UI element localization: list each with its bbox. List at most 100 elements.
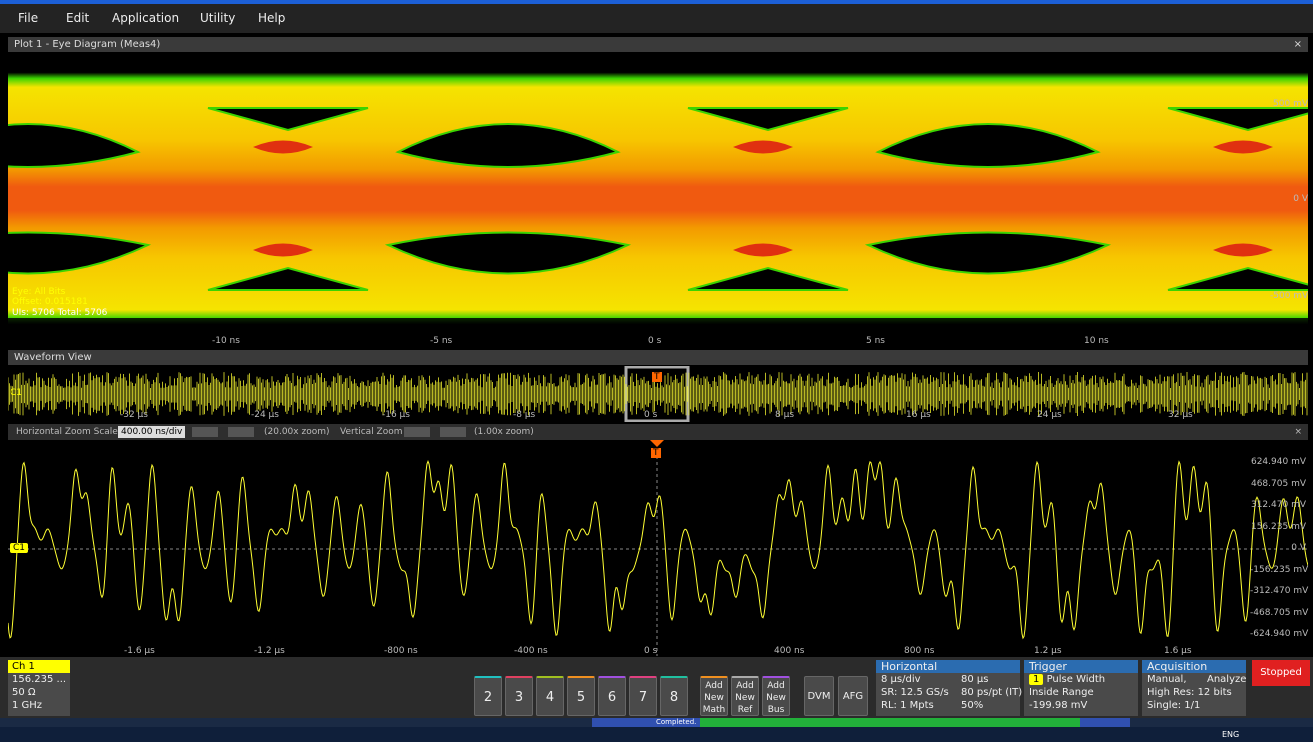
menu-item[interactable]: Application [112, 11, 180, 25]
zoom-x-label: 0 s [644, 646, 658, 656]
zoom-channel: C1 [10, 543, 29, 553]
vzoom-minus[interactable] [440, 427, 466, 437]
eye-y-label: -500 mV [1270, 291, 1309, 301]
menu-item[interactable]: Edit [66, 11, 90, 25]
v-zoom-factor: (1.00x zoom) [474, 427, 534, 437]
channel-button[interactable]: 8 [660, 676, 688, 716]
eye-x-label: 5 ns [866, 336, 885, 346]
trigger-title: Trigger [1024, 660, 1138, 673]
overview-x-label: 32 µs [1168, 410, 1193, 420]
info-row: High Res: 12 bits [1142, 686, 1246, 699]
add-button-text: Bus [767, 705, 785, 715]
zoom-minus[interactable] [228, 427, 254, 437]
channel-button[interactable]: 7 [629, 676, 657, 716]
trace [8, 460, 1308, 640]
progress-seg [1080, 718, 1130, 727]
eye-x-label: 10 ns [1084, 336, 1109, 346]
eye-offset: Offset: 0.015181 [12, 297, 88, 307]
channel-button[interactable]: 5 [567, 676, 595, 716]
v-zoom-label: Vertical Zoom [340, 427, 403, 437]
h-zoom-value[interactable]: 400.00 ns/div [118, 426, 186, 438]
ch1-badge[interactable]: Ch 1 156.235 ... 50 Ω 1 GHz [8, 660, 70, 716]
trigger-box[interactable]: Trigger 1 Pulse Width Inside Range -199.… [1024, 660, 1138, 716]
eye-uis: UIs: 5706 Total: 5706 [12, 308, 108, 318]
tool-button[interactable]: DVM [804, 676, 834, 716]
zoom-x-label: 1.6 µs [1164, 646, 1192, 656]
overview [8, 366, 1308, 422]
channel-button[interactable]: 3 [505, 676, 533, 716]
menu-item[interactable]: Utility [200, 11, 236, 25]
menu-bar: File Edit Application Utility Help [0, 4, 1313, 33]
channel-button[interactable]: 4 [536, 676, 564, 716]
zoom-y-label: -468.705 mV [1250, 607, 1309, 618]
overview-x-label: 8 µs [775, 410, 795, 420]
vzoom-plus[interactable] [404, 427, 430, 437]
overview-x-label: 16 µs [906, 410, 931, 420]
taskbar [0, 727, 1313, 742]
add-button[interactable]: Add New Bus [762, 676, 790, 716]
overview-trigger: T [652, 372, 662, 382]
taskbar-lang: ENG [1222, 730, 1240, 739]
channel-button[interactable]: 6 [598, 676, 626, 716]
waveform-title: Waveform View [14, 352, 92, 363]
zoom-x-label: 400 ns [774, 646, 805, 656]
add-button-text: Add [767, 681, 785, 691]
ch1-line: 1 GHz [12, 700, 43, 711]
menu-item[interactable]: Help [258, 11, 286, 25]
ch1-line: 50 Ω [12, 687, 36, 698]
progress-seg [700, 718, 1080, 727]
add-button-text: New [766, 693, 786, 703]
zoom-plus[interactable] [192, 427, 218, 437]
ch1-title: Ch 1 [8, 660, 70, 673]
eye-x-label: -5 ns [430, 336, 453, 346]
channel-button[interactable]: 2 [474, 676, 502, 716]
zoom-bar: Horizontal Zoom Scale 400.00 ns/div (20.… [8, 424, 1308, 440]
eye-diagram [8, 52, 1308, 345]
trigger-line: -199.98 mV [1029, 700, 1088, 711]
info-row: Manual, Analyze [1142, 673, 1246, 686]
overview-x-label: -16 µs [382, 410, 410, 420]
horizontal-box[interactable]: Horizontal 8 µs/div 80 µs SR: 12.5 GS/s 80 p… [876, 660, 1023, 716]
eye-y-label: 500 mV [1273, 99, 1308, 109]
zoom-y-label: 624.940 mV [1250, 457, 1306, 467]
info-text: 80 µs [961, 674, 989, 685]
add-button[interactable]: Add New Ref [731, 676, 759, 716]
zoom-x-label: -1.2 µs [254, 646, 285, 656]
zoom-trigger: T [651, 448, 661, 458]
acquisition-box[interactable]: Acquisition Manual, Analyze High Res: 12 bi… [1142, 660, 1246, 716]
info-text: 80 ps/pt (IT) [961, 687, 1023, 698]
add-button[interactable]: Add New Math [700, 676, 728, 716]
add-button-text: Math [702, 705, 726, 715]
tool-button[interactable]: AFG [838, 676, 868, 716]
add-button-text: Add [736, 681, 754, 691]
zoom-x-label: -800 ns [384, 646, 418, 656]
menu-item[interactable]: File [18, 11, 39, 25]
zoom-y-label: 468.705 mV [1250, 478, 1306, 489]
run-stop[interactable]: Stopped [1252, 660, 1310, 686]
info-row: Single: 1/1 [1142, 699, 1246, 712]
close[interactable]: × [1293, 39, 1302, 50]
progress-text: Completed. [656, 718, 697, 726]
title-strip [0, 0, 1313, 4]
info-row: SR: 12.5 GS/s 80 ps/pt (IT) [876, 686, 1023, 699]
close[interactable]: × [1294, 427, 1302, 437]
overview-x-label: -32 µs [120, 410, 148, 420]
acquisition-title: Acquisition [1142, 660, 1246, 673]
zoom-waveform [8, 440, 1308, 656]
zoom-x-label: -1.6 µs [124, 646, 155, 656]
overview-trace [8, 372, 1308, 416]
info-row: RL: 1 Mpts 50% [876, 699, 1020, 712]
progress-seg [592, 718, 700, 727]
info-text: 50% [961, 700, 984, 711]
zoom-y-label: 156.235 mV [1250, 521, 1306, 532]
h-zoom-label: Horizontal Zoom Scale [16, 427, 118, 437]
ch1-line: 156.235 ... [12, 674, 67, 685]
add-button-text: Add [705, 681, 723, 691]
info-text: Manual, [1147, 674, 1187, 685]
trigger-source: 1 [1029, 674, 1044, 685]
zoom-x-label: -400 ns [514, 646, 548, 656]
plot1-title: Plot 1 - Eye Diagram (Meas4) [14, 39, 161, 50]
zoom-x-label: 1.2 µs [1034, 646, 1062, 656]
overview-x-label: 24 µs [1037, 410, 1062, 420]
